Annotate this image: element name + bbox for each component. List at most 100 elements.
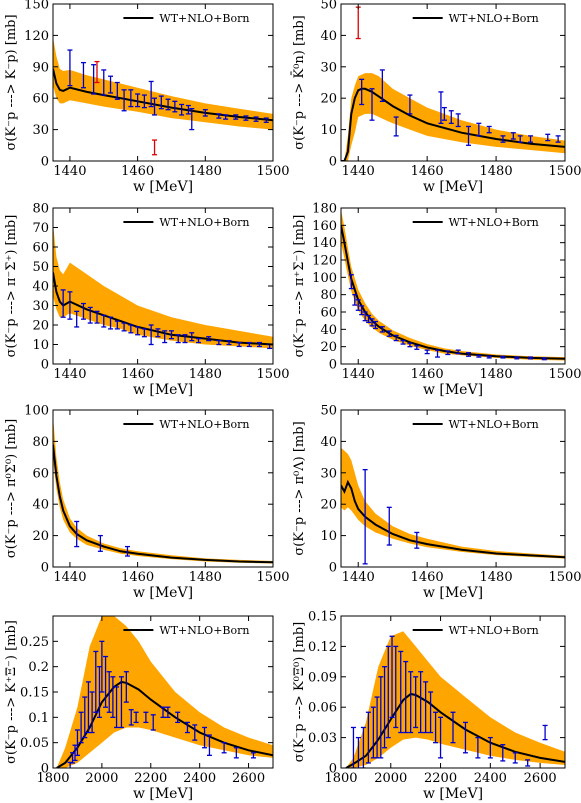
x-tick-label: 1440 bbox=[53, 570, 86, 585]
data-point bbox=[89, 691, 95, 734]
data-point bbox=[141, 94, 147, 109]
x-tick-label: 1800 bbox=[324, 771, 357, 786]
data-point bbox=[355, 299, 361, 311]
data-point bbox=[78, 711, 84, 744]
data-point bbox=[148, 324, 154, 346]
x-tick-label: 1500 bbox=[548, 367, 581, 382]
y-tick-label: 140 bbox=[312, 236, 337, 251]
y-tick-label: 80 bbox=[320, 288, 337, 303]
data-point bbox=[165, 98, 171, 111]
x-tick-label: 1500 bbox=[548, 164, 581, 179]
plot-area bbox=[53, 416, 273, 564]
x-tick-label: 1460 bbox=[121, 570, 154, 585]
data-point bbox=[438, 716, 444, 759]
data-point bbox=[74, 729, 80, 756]
data-point bbox=[455, 349, 461, 355]
x-tick-label: 1440 bbox=[53, 367, 86, 382]
data-point bbox=[91, 64, 97, 95]
y-tick-label: 0 bbox=[329, 762, 337, 777]
data-point bbox=[141, 328, 147, 338]
y-tick-label: 80 bbox=[32, 435, 49, 450]
chart-panel-1: 1440 1460 1480 1500 0 30 60 90 120 150 w [MeV] σ(K⁻… bbox=[4, 0, 290, 195]
data-point bbox=[382, 666, 388, 749]
data-point bbox=[362, 311, 368, 322]
x-tick-label: 1460 bbox=[121, 367, 154, 382]
x-tick-label: 1460 bbox=[411, 570, 444, 585]
data-point bbox=[362, 469, 368, 565]
data-point bbox=[428, 691, 434, 734]
x-axis-label: w [MeV] bbox=[133, 382, 193, 398]
data-point bbox=[369, 318, 375, 327]
data-point bbox=[385, 645, 391, 739]
x-axis-label: w [MeV] bbox=[423, 382, 483, 398]
uncertainty-band bbox=[53, 416, 273, 564]
plot-area bbox=[341, 6, 565, 161]
data-point bbox=[450, 711, 456, 744]
y-tick-label: 50 bbox=[320, 0, 337, 13]
y-tick-label: 0.1 bbox=[28, 711, 49, 726]
data-point bbox=[184, 721, 190, 734]
data-point bbox=[121, 322, 127, 332]
data-point bbox=[150, 714, 156, 731]
plot-area bbox=[341, 447, 565, 565]
uncertainty-band bbox=[53, 223, 273, 349]
x-tick-label: 2000 bbox=[85, 771, 118, 786]
data-point bbox=[486, 125, 492, 134]
data-point bbox=[366, 314, 372, 324]
data-point bbox=[158, 95, 164, 110]
y-tick-label: 100 bbox=[24, 404, 49, 419]
data-point bbox=[135, 93, 141, 108]
y-tick-label: 0.25 bbox=[20, 635, 49, 650]
data-point bbox=[233, 747, 239, 759]
data-point bbox=[97, 534, 103, 552]
y-tick-label: 60 bbox=[32, 241, 49, 256]
data-point bbox=[500, 355, 506, 359]
x-tick-label: 1480 bbox=[189, 570, 222, 585]
data-point bbox=[72, 744, 78, 762]
y-tick-label: 0.06 bbox=[308, 701, 337, 716]
plot-frame bbox=[340, 207, 566, 365]
data-point bbox=[99, 640, 105, 693]
data-point bbox=[175, 334, 181, 344]
data-point bbox=[148, 80, 154, 108]
data-point bbox=[379, 69, 385, 102]
data-point bbox=[256, 341, 262, 348]
x-axis-label: w [MeV] bbox=[133, 179, 193, 195]
y-tick-label: 60 bbox=[32, 92, 49, 107]
y-axis-label: σ(K⁻p ---> K⁻p) [mb] bbox=[4, 14, 19, 150]
y-tick-label: 30 bbox=[32, 123, 49, 138]
data-point bbox=[233, 114, 239, 120]
chart-panel-4: 1440 1460 1480 1500 0 20 40 60 80 100 120 140 160 180… bbox=[292, 202, 581, 399]
data-point-red bbox=[355, 6, 361, 40]
data-point bbox=[221, 742, 227, 754]
x-tick-label: 1500 bbox=[548, 570, 581, 585]
data-point bbox=[545, 133, 551, 142]
chart-panel-7: 1800 2000 2200 2400 2600 0 0.05 0.1 0.15 0.2 0.25 w… bbox=[4, 615, 274, 802]
x-tick-label: 1480 bbox=[480, 367, 513, 382]
legend-label: WT+NLO+Born bbox=[449, 624, 539, 637]
plot-area bbox=[345, 631, 565, 768]
data-point bbox=[182, 334, 188, 344]
data-point bbox=[500, 135, 506, 143]
data-point bbox=[101, 314, 107, 328]
data-point bbox=[541, 357, 547, 361]
data-point bbox=[378, 676, 384, 759]
y-tick-label: 20 bbox=[320, 498, 337, 513]
data-point bbox=[196, 337, 202, 344]
x-tick-label: 1500 bbox=[256, 367, 289, 382]
x-tick-label: 1500 bbox=[256, 570, 289, 585]
x-tick-label: 2400 bbox=[474, 771, 507, 786]
data-point bbox=[476, 122, 482, 137]
data-point bbox=[528, 135, 534, 143]
data-point bbox=[438, 91, 444, 124]
y-tick-label: 40 bbox=[320, 323, 337, 338]
data-point bbox=[372, 320, 378, 330]
data-point bbox=[106, 671, 112, 713]
x-tick-label: 1440 bbox=[342, 164, 375, 179]
data-point bbox=[386, 330, 392, 337]
y-axis-label: σ(K⁻p ---> π⁰Σ⁰) [mb] bbox=[4, 419, 19, 558]
y-axis-label: σ(K⁻p ---> K̄⁰n) [mb] bbox=[291, 15, 307, 149]
x-tick-label: 1440 bbox=[342, 570, 375, 585]
y-tick-label: 60 bbox=[320, 306, 337, 321]
